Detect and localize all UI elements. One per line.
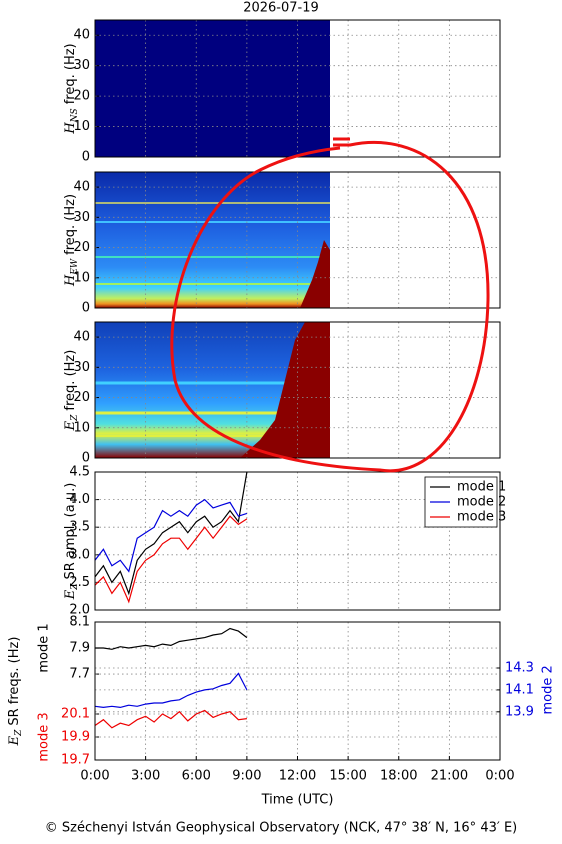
y-label-text: SR freqs. (Hz) [7,637,22,726]
y-tick-label: 13.9 [505,704,534,719]
y-tick-label: 8.1 [69,615,90,630]
y-tick-label: 20 [73,240,90,255]
panel-frame [94,171,501,309]
spectrogram-ew [95,172,330,308]
y-tick-label: 10 [73,119,90,134]
y-label-text: SR ampl. (a.u.) [63,483,78,580]
y-axis-label: HEW freq. (Hz) [63,194,80,287]
y-tick-label: 40 [73,28,90,43]
data-line [94,709,247,729]
y-tick-label: 30 [73,58,90,73]
y-tick-label: 4.5 [69,465,90,480]
y-tick-label: 19.7 [61,753,90,768]
axis-series-label: mode 2 [541,665,556,714]
y-tick-label: 40 [73,180,90,195]
y-label-subscript: Z [70,583,80,591]
y-label-symbol: H [63,122,78,135]
y-tick-label: 0 [82,150,90,165]
y-label-text: freq. (Hz) [63,350,78,411]
y-tick-label: 14.3 [505,661,534,676]
y-tick-label: 10 [73,420,90,435]
y-label-symbol: E [7,735,22,746]
y-tick-label: 19.9 [61,730,90,745]
y-tick-label: 40 [73,330,90,345]
y-tick-label: 2.5 [69,575,90,590]
y-axis-label: EZfreq. (Hz) [63,350,80,432]
y-tick-label: 20 [73,89,90,104]
x-tick-label: 15:00 [329,769,366,784]
y-tick-label: 7.7 [69,667,90,682]
y-tick-label: 2.0 [69,603,90,618]
annotation-circle [170,137,490,473]
y-tick-label: 0 [82,451,90,466]
x-tick-label: 0:00 [80,769,109,784]
y-label-subscript: Z [70,414,80,422]
y-label-subscript: EW [70,258,80,276]
y-label-subscript: NS [70,108,80,123]
y-tick-label: 14.1 [505,682,534,697]
y-tick-label: 30 [73,360,90,375]
x-tick-label: 21:00 [431,769,468,784]
footer: © Széchenyi István Geophysical Observato… [45,821,517,836]
legend-label: mode 2 [457,495,506,510]
legend-label: mode 3 [457,510,506,525]
legend-label: mode 1 [457,480,506,495]
data-line [94,471,248,596]
y-tick-label: 10 [73,270,90,285]
y-tick-label: 7.9 [69,641,90,656]
data-line [94,672,248,709]
y-label-symbol: E [63,589,78,600]
data-line [95,627,248,650]
spectrogram-ns [95,20,330,157]
y-axis-label: EZ SR ampl. (a.u.) [63,483,80,601]
y-tick-label: 3.5 [69,520,90,535]
y-tick-label: 30 [73,210,90,225]
x-tick-label: 12:00 [279,769,316,784]
axis-series-label: mode 1 [37,623,52,672]
y-label-subscript: Z [14,729,24,737]
x-axis-label: Time (UTC) [261,793,334,808]
y-tick-label: 20.1 [61,707,90,722]
y-axis-label: EZ SR freqs. (Hz) [7,637,24,747]
panel-frame [94,621,501,761]
x-tick-label: 9:00 [232,769,261,784]
y-tick-label: 3.0 [69,547,90,562]
x-tick-label: 18:00 [380,769,417,784]
y-tick-label: 20 [73,390,90,405]
y-label-text: freq. (Hz) [63,194,78,255]
y-tick-label: 0 [82,301,90,316]
x-tick-label: 0:00 [485,769,514,784]
spectrogram-z [95,322,330,458]
y-label-text: freq. (Hz) [63,43,78,104]
y-tick-label: 4.0 [69,492,90,507]
panel-frame [94,471,501,611]
chart-title: 2026-07-19 [243,1,319,16]
data-line [94,515,248,604]
y-axis-label: HNS freq. (Hz) [63,43,80,134]
x-tick-label: 6:00 [182,769,211,784]
panel-frame [94,321,501,459]
y-label-symbol: E [63,420,78,431]
axis-series-label: mode 3 [37,712,52,761]
y-label-symbol: H [63,274,78,287]
x-tick-label: 3:00 [131,769,160,784]
data-line [94,498,248,573]
